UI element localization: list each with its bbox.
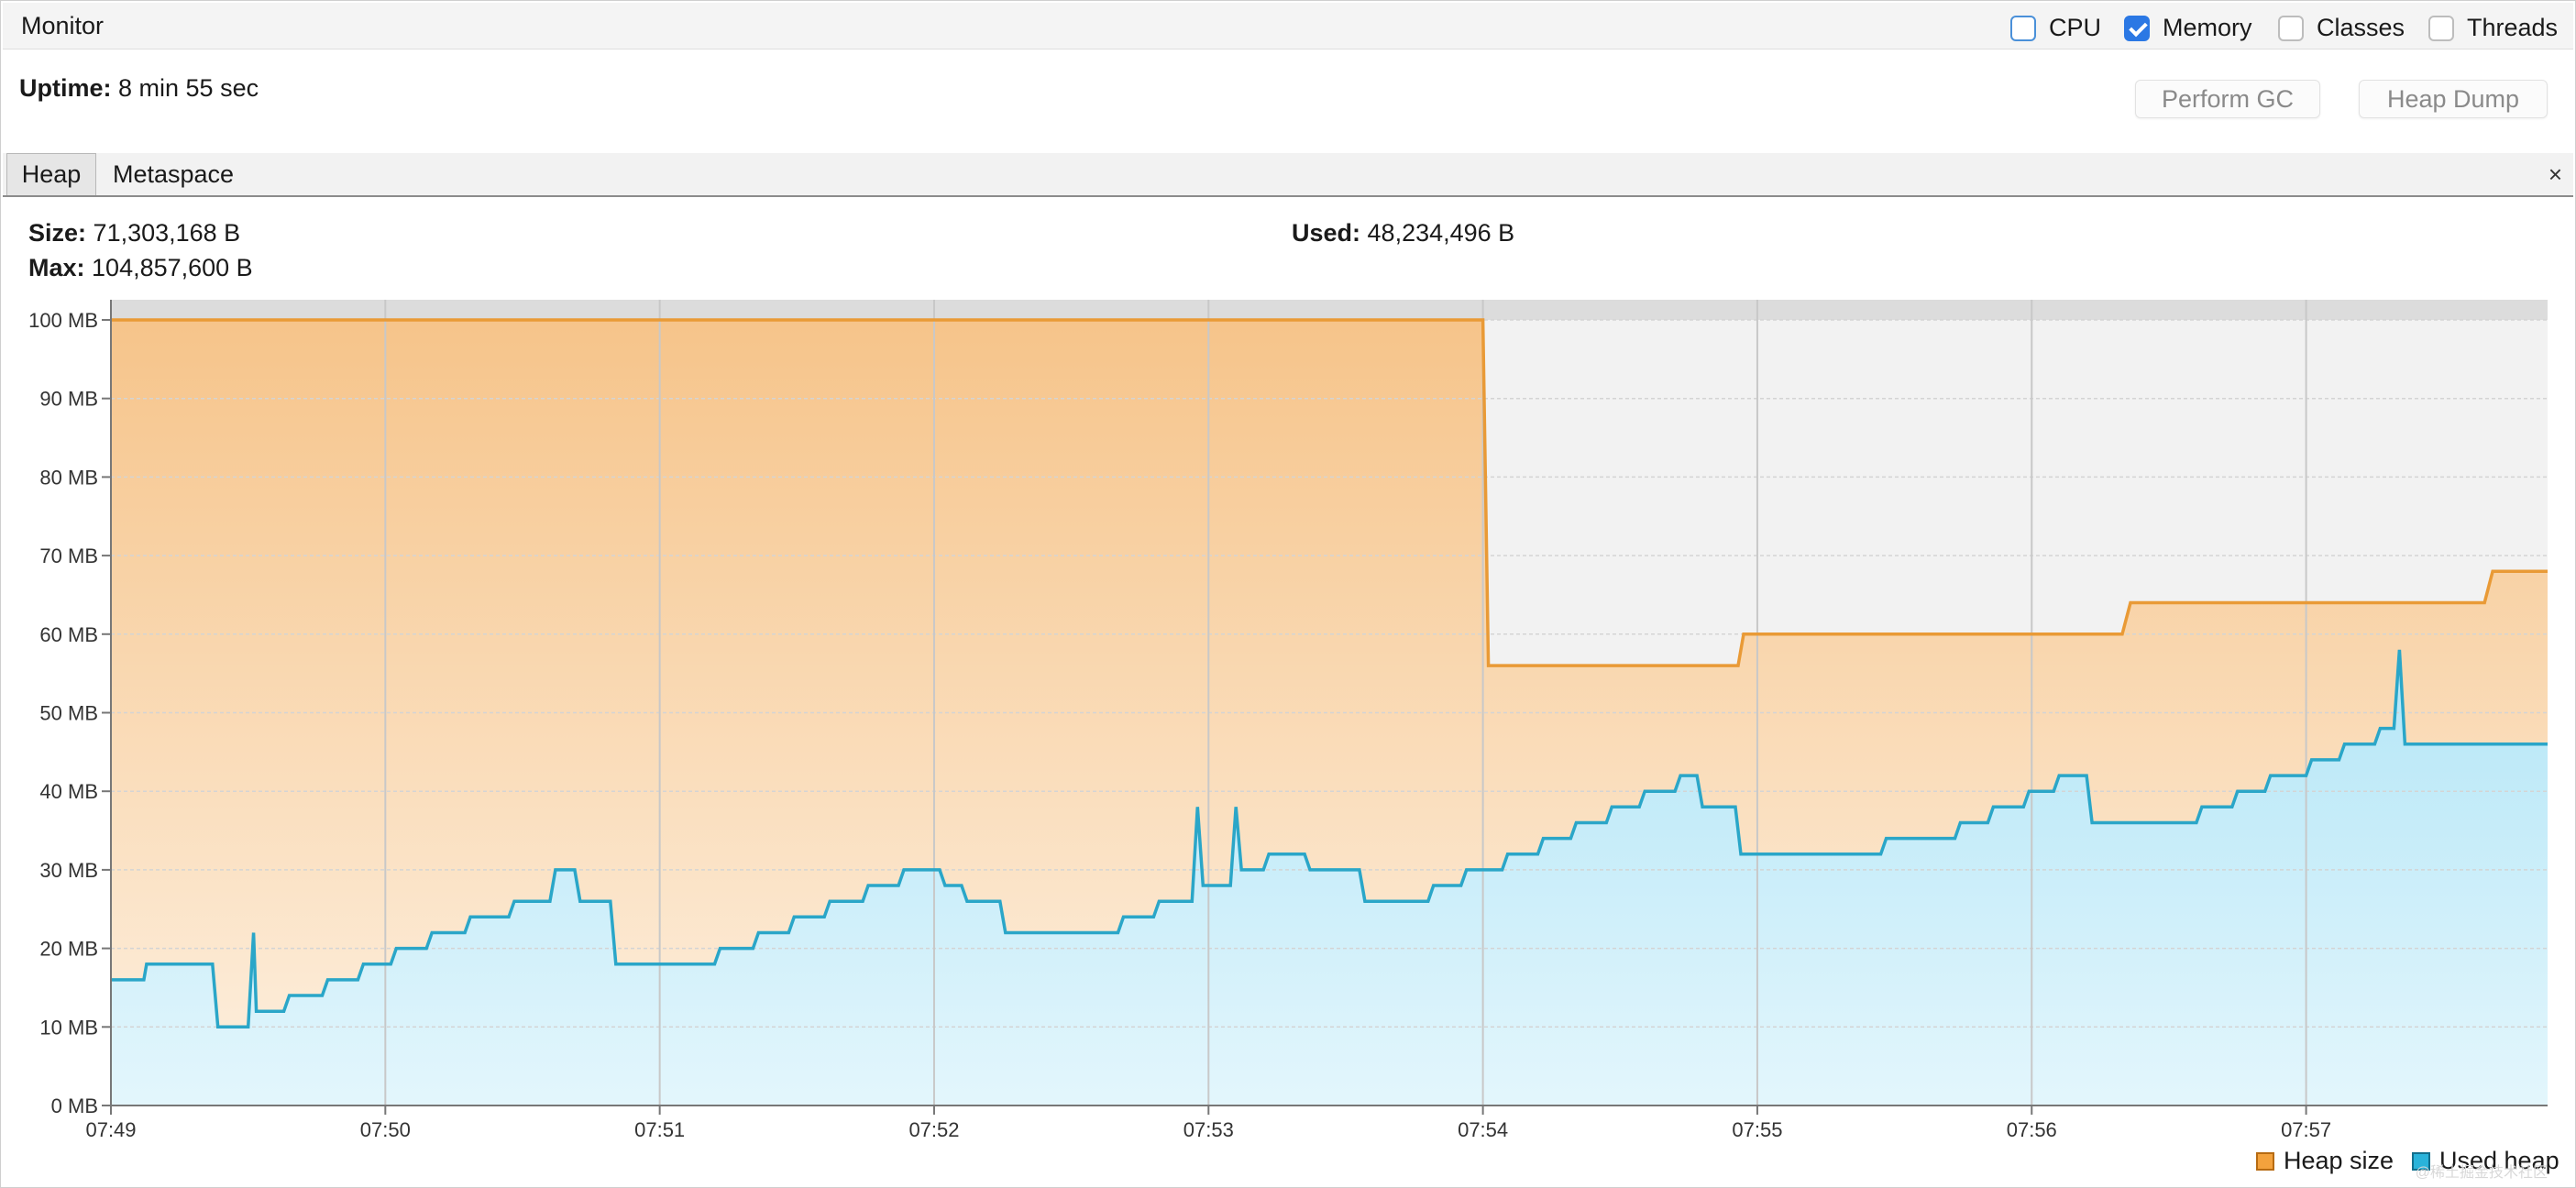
memory-checkbox-label: Memory (2163, 14, 2252, 41)
y-tick-label: 50 MB (39, 702, 98, 725)
y-tick-label: 10 MB (39, 1016, 98, 1039)
x-tick-label: 07:55 (1732, 1118, 1782, 1141)
checkbox-box[interactable] (2278, 15, 2304, 41)
uptime-label: Uptime: (19, 74, 112, 102)
memory-checkbox[interactable]: Memory (2124, 14, 2252, 42)
size-stat: Size: 71,303,168 B (28, 219, 240, 248)
x-tick-label: 07:50 (360, 1118, 411, 1141)
checkbox-box[interactable] (2428, 15, 2454, 41)
checkbox-box[interactable] (2010, 15, 2036, 41)
watermark: @稀土掘金技术社区 (2415, 1165, 2548, 1181)
memory-tabs: Heap Metaspace × (3, 153, 2573, 197)
legend-swatch-heap-size (2256, 1151, 2274, 1171)
y-tick-label: 0 MB (51, 1094, 98, 1117)
x-tick-label: 07:54 (1458, 1118, 1508, 1141)
perform-gc-button[interactable]: Perform GC (2135, 80, 2320, 118)
y-tick-label: 90 MB (39, 388, 98, 411)
max-stat: Max: 104,857,600 B (28, 254, 253, 282)
heap-chart: 0 MB 10 MB 20 MB 30 MB 40 MB 50 MB 60 MB 70 MB 8… (28, 300, 2548, 1141)
legend-heap-size: Heap size (2256, 1147, 2394, 1175)
legend-label-used-heap: Used heap (2439, 1147, 2559, 1174)
classes-checkbox[interactable]: Classes (2278, 14, 2405, 42)
x-tick-label: 07:51 (634, 1118, 685, 1141)
heap-dump-button[interactable]: Heap Dump (2359, 80, 2548, 118)
max-value: 104,857,600 B (92, 254, 253, 281)
x-tick-label: 07:53 (1183, 1118, 1234, 1141)
y-tick-label: 80 MB (39, 466, 98, 489)
window-title: Monitor (21, 12, 105, 39)
used-label: Used: (1292, 219, 1361, 247)
threads-checkbox[interactable]: Threads (2428, 14, 2558, 42)
uptime-value: 8 min 55 sec (118, 74, 259, 102)
cpu-checkbox[interactable]: CPU (2010, 14, 2101, 42)
x-tick-label: 07:56 (2007, 1118, 2057, 1141)
y-tick-label: 60 MB (39, 623, 98, 646)
max-heap-band (111, 300, 2548, 320)
tab-heap[interactable]: Heap (6, 153, 96, 195)
max-label: Max: (28, 254, 85, 281)
legend-used-heap: Used heap (2412, 1147, 2559, 1175)
used-stat: Used: 48,234,496 B (1292, 219, 1514, 248)
tab-metaspace-label: Metaspace (113, 160, 235, 188)
cpu-checkbox-label: CPU (2049, 14, 2102, 41)
heap-size-line (111, 318, 2548, 667)
monitor-header: Monitor CPU Memory Classes Threads (3, 3, 2573, 50)
size-label: Size: (28, 219, 87, 247)
y-tick-label: 70 MB (39, 544, 98, 567)
legend-swatch-used-heap (2412, 1151, 2430, 1171)
legend-label-heap-size: Heap size (2284, 1147, 2394, 1174)
x-tick-label: 07:49 (85, 1118, 136, 1141)
y-tick-label: 40 MB (39, 780, 98, 803)
checkbox-box[interactable] (2124, 15, 2150, 41)
x-tick-label: 07:52 (908, 1118, 959, 1141)
classes-checkbox-label: Classes (2317, 14, 2405, 41)
used-heap-line (111, 649, 2548, 1029)
used-heap-area (111, 649, 2548, 1106)
uptime-readout: Uptime: 8 min 55 sec (19, 74, 259, 103)
y-tick-label: 30 MB (39, 859, 98, 882)
close-icon[interactable]: × (2548, 160, 2562, 188)
threads-checkbox-label: Threads (2467, 14, 2559, 41)
tab-heap-label: Heap (21, 160, 82, 188)
y-tick-label: 20 MB (39, 938, 98, 961)
size-value: 71,303,168 B (93, 219, 241, 247)
x-tick-label: 07:57 (2281, 1118, 2331, 1141)
y-tick-label: 100 MB (28, 309, 98, 332)
used-value: 48,234,496 B (1367, 219, 1515, 247)
tab-metaspace[interactable]: Metaspace (113, 153, 234, 195)
